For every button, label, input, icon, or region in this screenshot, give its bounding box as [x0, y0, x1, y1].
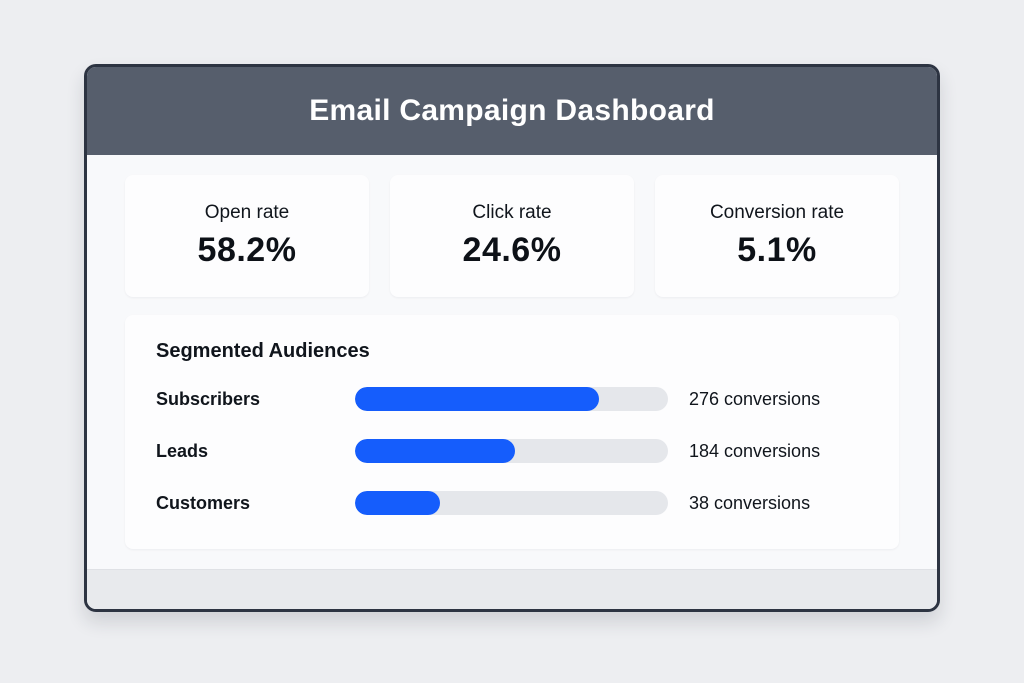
progress-bar-track — [355, 387, 668, 411]
conversions-value: 276 conversions — [689, 388, 821, 409]
audience-row-customers: Customers 38 conversions — [156, 491, 868, 515]
stats-row: Open rate 58.2% Click rate 24.6% Convers… — [125, 175, 899, 297]
conversions-value: 38 conversions — [689, 492, 811, 513]
stat-card-open-rate: Open rate 58.2% — [125, 175, 369, 297]
panel-content: Open rate 58.2% Click rate 24.6% Convers… — [87, 155, 937, 569]
audience-label: Customers — [156, 492, 251, 513]
audience-row-leads: Leads 184 conversions — [156, 439, 868, 463]
progress-bar-fill — [355, 491, 440, 515]
progress-bar-fill — [355, 387, 600, 411]
panel-footer — [87, 569, 937, 609]
conversions-value: 184 conversions — [689, 440, 821, 461]
progress-bar-fill — [355, 439, 515, 463]
stat-card-conversion-rate: Conversion rate 5.1% — [655, 175, 899, 297]
stat-card-click-rate: Click rate 24.6% — [390, 175, 634, 297]
stat-label: Open rate — [204, 202, 290, 223]
page-title: Email Campaign Dashboard — [309, 94, 715, 127]
segmented-audiences-card: Segmented Audiences Subscribers 276 conv… — [125, 315, 899, 549]
audience-label: Leads — [156, 440, 209, 461]
audience-label: Subscribers — [156, 388, 261, 409]
progress-bar-track — [355, 439, 668, 463]
stat-label: Click rate — [472, 202, 552, 223]
stat-value: 24.6% — [462, 231, 562, 269]
stat-value: 5.1% — [737, 231, 817, 269]
stat-value: 58.2% — [197, 231, 297, 269]
dashboard-panel: Email Campaign Dashboard Open rate 58.2%… — [84, 64, 940, 612]
panel-header: Email Campaign Dashboard — [87, 67, 937, 155]
section-title: Segmented Audiences — [156, 340, 370, 362]
audience-row-subscribers: Subscribers 276 conversions — [156, 387, 868, 411]
stat-label: Conversion rate — [709, 202, 845, 223]
progress-bar-track — [355, 491, 668, 515]
